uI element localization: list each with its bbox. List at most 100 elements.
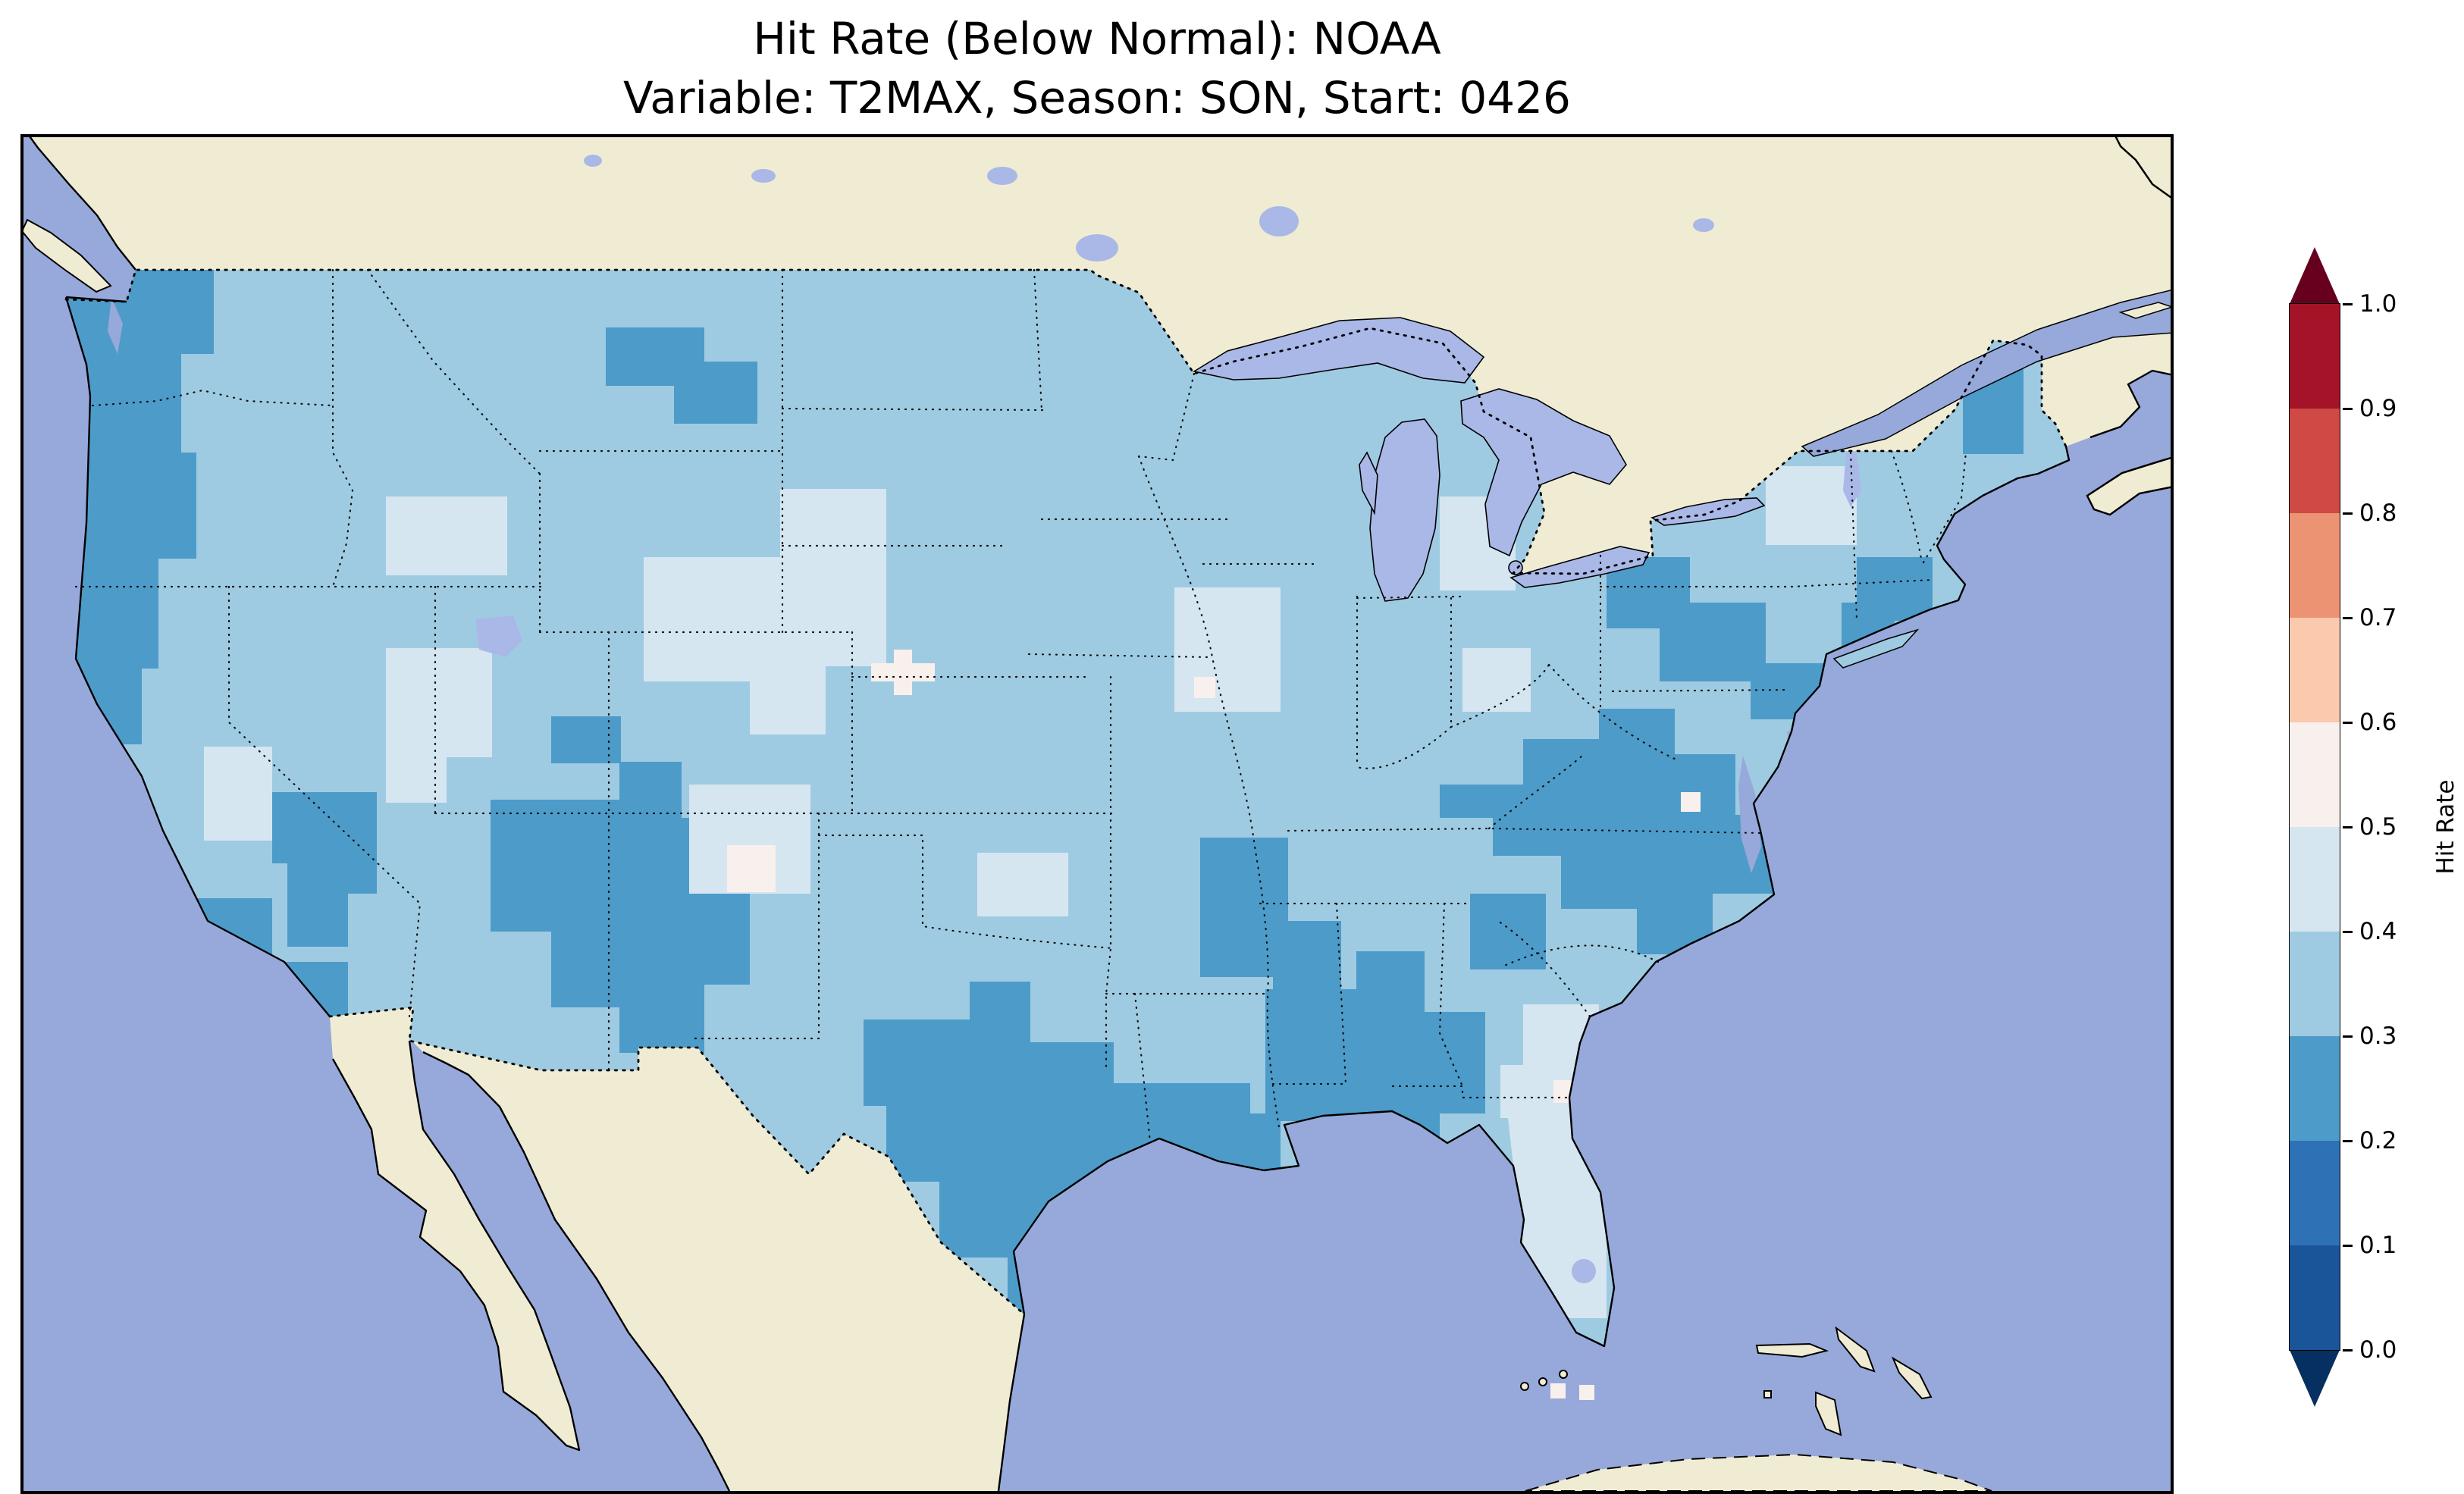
- hitrate-cell-maryland-white: [1681, 792, 1701, 812]
- country-borders: [64, 268, 2067, 1316]
- tick-label: 0.7: [2359, 604, 2397, 631]
- florida-keys-islet-2: [1538, 1377, 1547, 1386]
- mexico-landmass: [412, 1041, 1024, 1491]
- tick-label: 0.4: [2359, 918, 2397, 945]
- newfoundland: [2113, 134, 2174, 201]
- tick-label: 0.6: [2359, 709, 2397, 736]
- lake-of-the-woods: [1076, 234, 1118, 262]
- axes-frame: [20, 134, 2174, 1494]
- colorbar-tick: 0.9: [2343, 395, 2397, 422]
- canada-lake-4: [1693, 218, 1714, 232]
- tick-label: 0.2: [2359, 1127, 2397, 1154]
- canada-lake-1: [987, 167, 1017, 185]
- tick-mark: [2343, 825, 2353, 828]
- tick-mark: [2343, 1244, 2353, 1247]
- hitrate-patch-ohio-pale: [1462, 648, 1531, 712]
- us-hit-rate-map: [20, 134, 2174, 1494]
- colorbar-ticks: 1.0 0.9 0.8 0.7 0.6 0.5 0.4 0.3 0.2 0.1 0.0: [2343, 290, 2449, 1364]
- colorbar-segment: [2290, 932, 2340, 1036]
- hitrate-patch-oklahoma-pale: [977, 853, 1068, 916]
- tick-label: 0.0: [2359, 1336, 2397, 1364]
- lake-nipigon: [1259, 206, 1299, 236]
- tick-mark: [2343, 1035, 2353, 1038]
- long-island: [1832, 628, 1920, 669]
- hitrate-patch-central-valley-pale: [204, 747, 272, 841]
- hitrate-cell-wisconsin-white: [1194, 677, 1215, 698]
- lake-superior: [1192, 317, 1485, 384]
- hitrate-patch-sierra: [272, 792, 377, 947]
- hitrate-patch-montana: [606, 327, 757, 424]
- colorbar-segments: [2289, 303, 2340, 1351]
- baja-california: [330, 1007, 579, 1450]
- colorbar-over-arrow: [2290, 247, 2340, 304]
- hitrate-patch-newyork: [1607, 557, 1826, 719]
- tick-label: 0.5: [2359, 813, 2397, 841]
- great-salt-lake: [475, 615, 522, 657]
- colorbar-tick: 1.0: [2343, 290, 2397, 318]
- tick-mark: [2343, 616, 2353, 619]
- colorbar-tick: 0.8: [2343, 500, 2397, 527]
- florida-keys-islet-1: [1559, 1370, 1568, 1379]
- canada-landmass: [28, 134, 2174, 574]
- tick-label: 0.1: [2359, 1232, 2397, 1259]
- colorbar-segment: [2290, 618, 2340, 722]
- colorbar-tick: 0.0: [2343, 1336, 2397, 1364]
- hitrate-patch-adirondacks-pale: [1766, 466, 1857, 545]
- great-lakes: [1192, 317, 1766, 602]
- tick-mark: [2343, 1348, 2353, 1351]
- hitrate-patch-colorado-pale: [689, 785, 810, 894]
- colorbar-segment: [2290, 1245, 2340, 1350]
- hitrate-cell-nebraska-white: [871, 650, 935, 695]
- colorbar-tick: 0.7: [2343, 604, 2397, 631]
- colorbar: 1.0 0.9 0.8 0.7 0.6 0.5 0.4 0.3 0.2 0.1 0.0 Hit Ra…: [2289, 247, 2459, 1407]
- colorbar-segment: [2290, 304, 2340, 409]
- colorbar-tick: 0.4: [2343, 918, 2397, 945]
- tick-mark: [2343, 1139, 2353, 1142]
- bimini-island: [1763, 1390, 1772, 1398]
- lake-michigan: [1369, 418, 1440, 602]
- green-bay: [1359, 451, 1378, 515]
- hitrate-patch-mississippi-north: [1273, 921, 1341, 991]
- vancouver-island: [20, 218, 112, 293]
- colorbar-segment: [2290, 722, 2340, 827]
- tick-mark: [2343, 512, 2353, 515]
- tick-label: 0.9: [2359, 395, 2397, 422]
- us-coastline: [64, 296, 2071, 1348]
- tick-label: 0.8: [2359, 500, 2397, 527]
- canada-lake-2: [751, 169, 776, 183]
- hitrate-patch-appalachia: [1440, 709, 1773, 954]
- hitrate-patch-utah: [551, 716, 621, 763]
- figure-title: Hit Rate (Below Normal): NOAA Variable: …: [20, 9, 2174, 127]
- colorbar-segment: [2290, 409, 2340, 513]
- hitrate-cell-colorado-white: [727, 845, 776, 892]
- st-lawrence-river: [1801, 289, 2174, 457]
- hitrate-cell-keys-2: [1579, 1385, 1594, 1400]
- mexico-pacific-coastline: [422, 1051, 731, 1492]
- hitrate-patch-texas: [864, 982, 1250, 1318]
- nova-scotia: [2086, 456, 2174, 516]
- delaware-bay: [1787, 718, 1808, 747]
- lake-huron: [1460, 388, 1627, 557]
- lake-st-clair: [1508, 560, 1523, 575]
- colorbar-segment: [2290, 513, 2340, 618]
- colorbar-tick: 0.2: [2343, 1127, 2397, 1154]
- colorbar-tick: 0.1: [2343, 1232, 2397, 1259]
- eleuthera-island: [1891, 1356, 1933, 1400]
- tick-mark: [2343, 721, 2353, 724]
- hitrate-cell-keys-1: [1550, 1383, 1566, 1398]
- hitrate-patch-idaho-pale: [386, 496, 507, 575]
- hitrate-patch-south-dakota-pale: [780, 489, 886, 557]
- cuba-north-coast: [1525, 1453, 1992, 1492]
- colorbar-segment: [2290, 1036, 2340, 1141]
- hitrate-patch-tennessee-bridge: [1470, 894, 1546, 969]
- us-canada-border: [64, 268, 2067, 575]
- mexico-gulf-coastline: [997, 1314, 1026, 1492]
- puget-sound: [108, 297, 123, 354]
- bc-coastline: [27, 134, 136, 271]
- lake-erie: [1509, 546, 1651, 588]
- tick-mark: [2343, 302, 2353, 305]
- hitrate-patch-wisconsin-pale: [1174, 587, 1281, 712]
- colorbar-label: Hit Rate: [2432, 779, 2459, 875]
- baja-coastline: [331, 1040, 581, 1452]
